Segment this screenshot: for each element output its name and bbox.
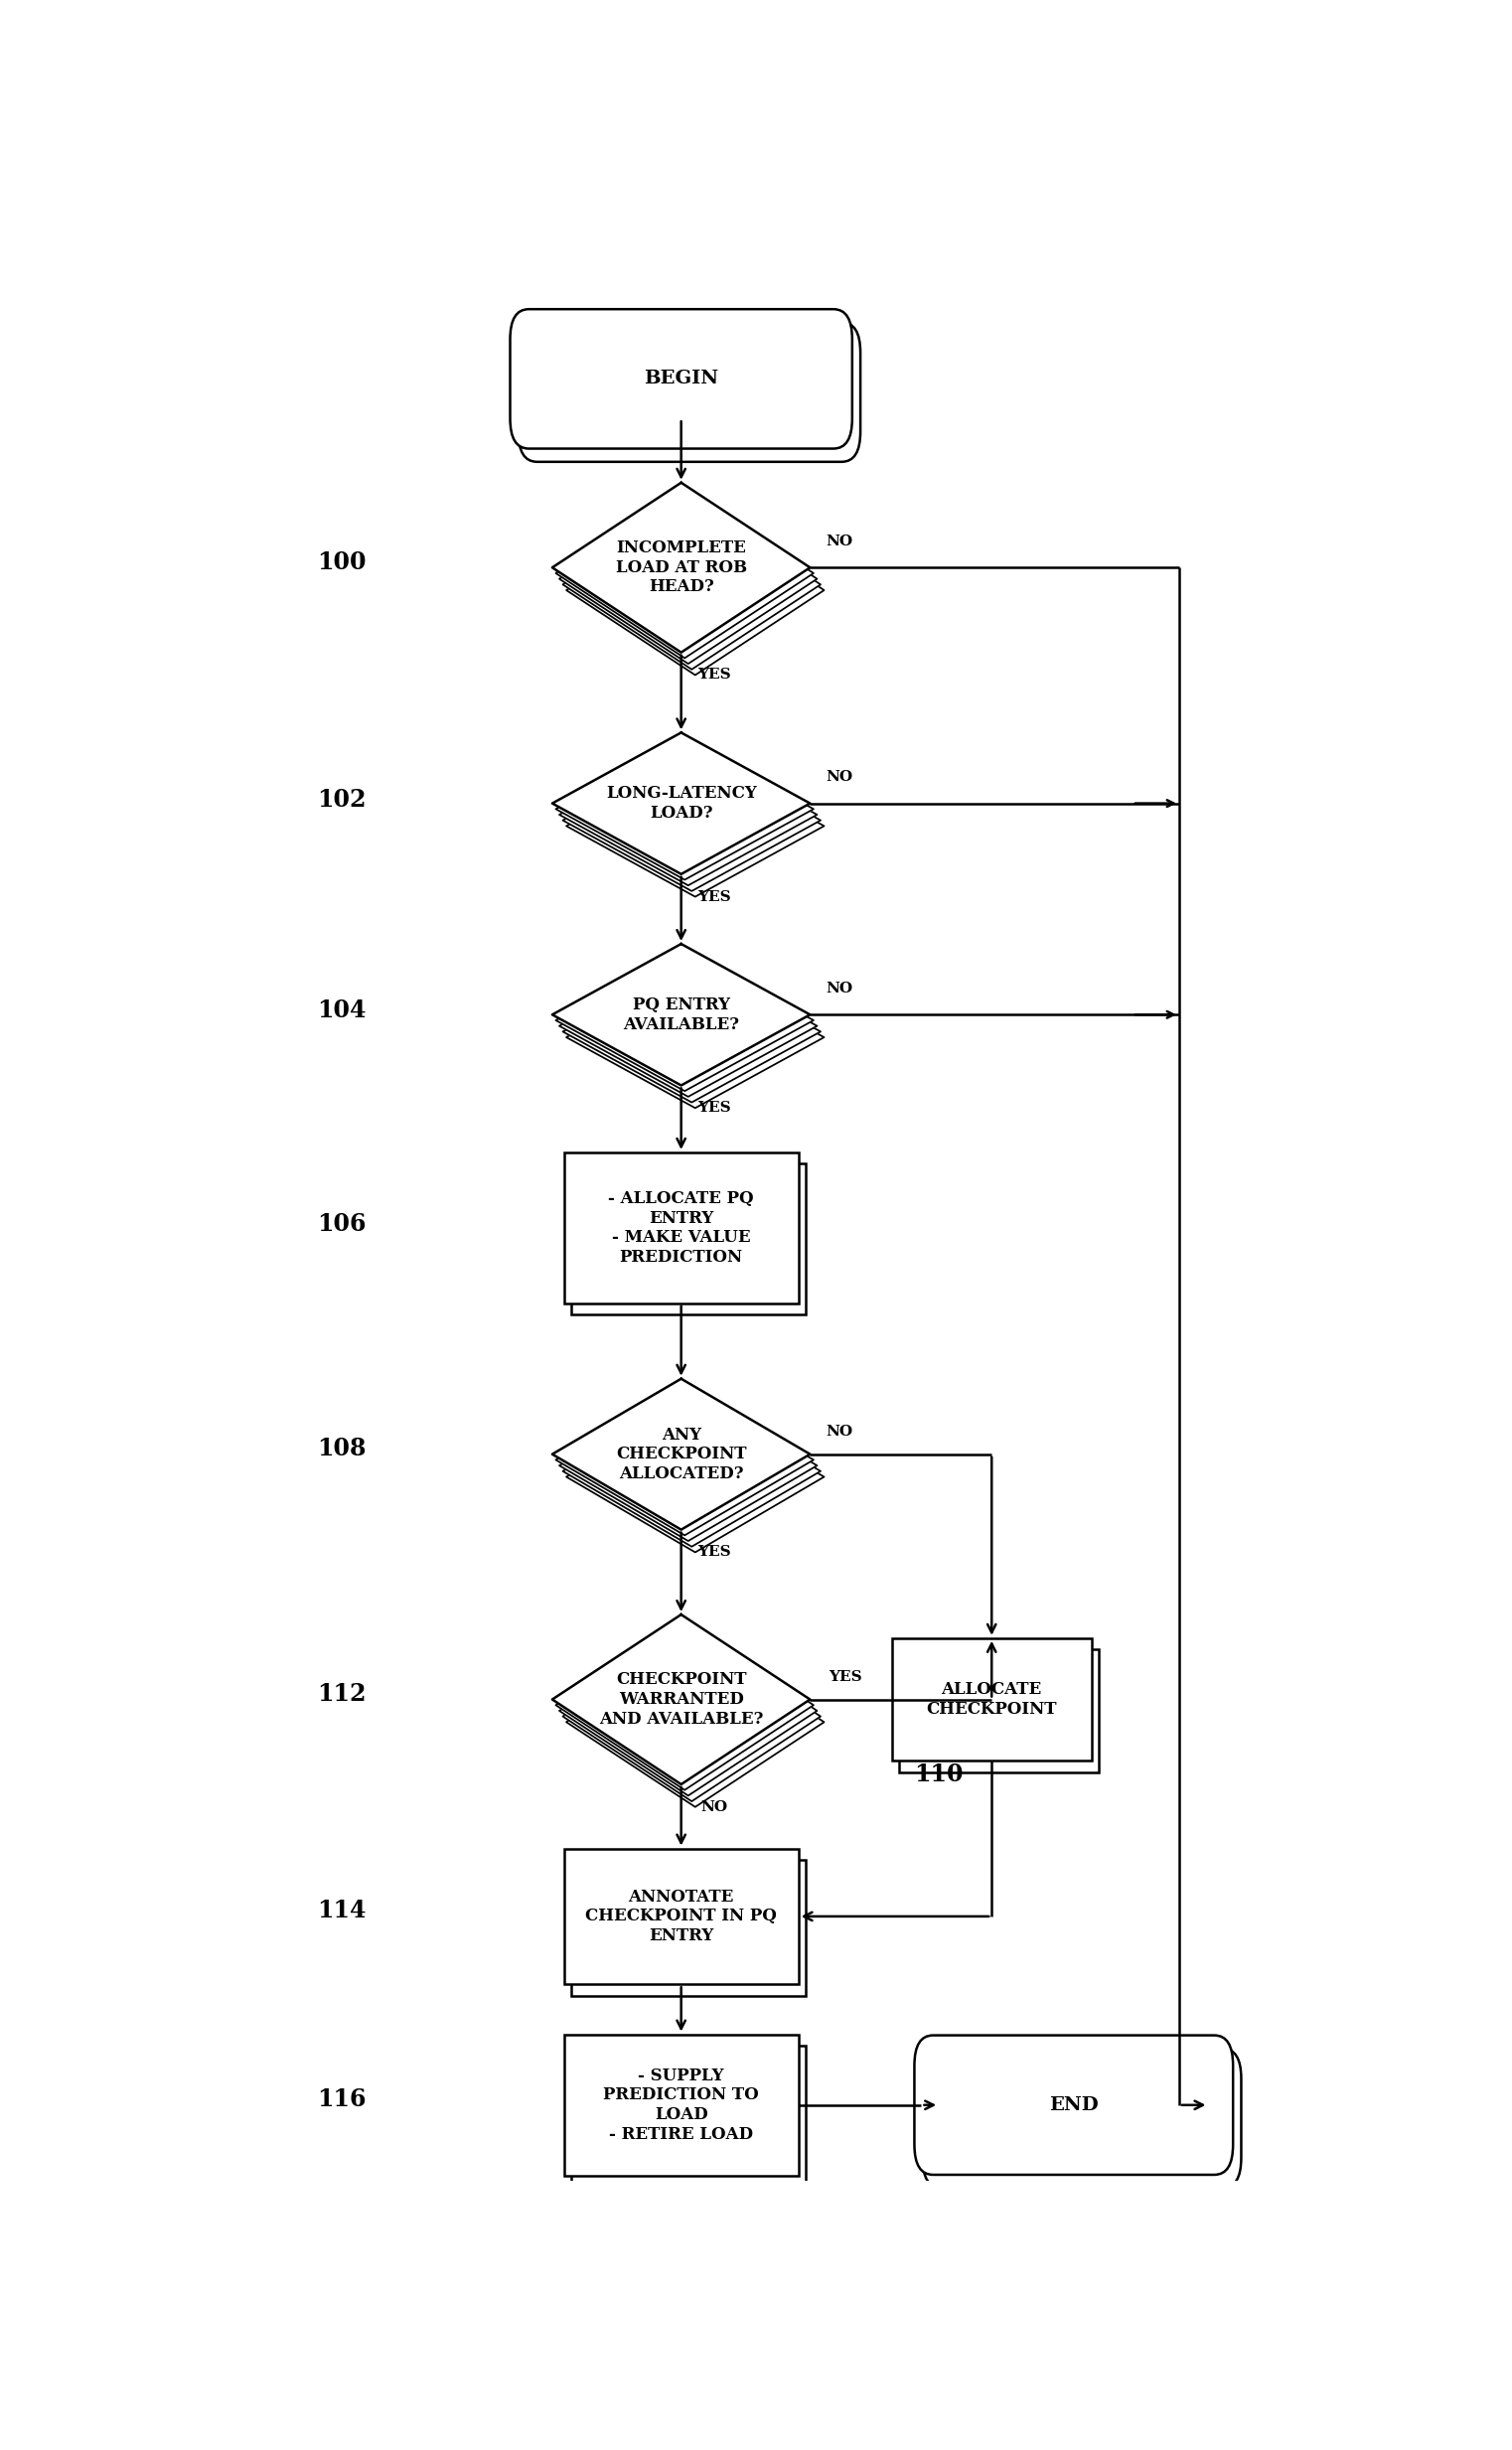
Polygon shape	[552, 943, 810, 1085]
Text: ALLOCATE
CHECKPOINT: ALLOCATE CHECKPOINT	[927, 1681, 1057, 1717]
Polygon shape	[559, 745, 816, 884]
Bar	[564, 1152, 798, 1303]
Text: LONG-LATENCY
LOAD?: LONG-LATENCY LOAD?	[606, 784, 756, 821]
Polygon shape	[567, 755, 824, 897]
Text: 106: 106	[316, 1213, 366, 1235]
Polygon shape	[552, 1615, 810, 1784]
Text: ANNOTATE
CHECKPOINT IN PQ
ENTRY: ANNOTATE CHECKPOINT IN PQ ENTRY	[585, 1889, 777, 1945]
Polygon shape	[552, 1379, 810, 1529]
Text: BEGIN: BEGIN	[644, 370, 718, 387]
Polygon shape	[567, 505, 824, 676]
Bar	[572, 1164, 806, 1316]
Polygon shape	[556, 488, 813, 659]
Bar	[900, 1649, 1098, 1771]
Bar	[572, 2046, 806, 2188]
Text: NO: NO	[826, 534, 853, 549]
Text: 110: 110	[915, 1764, 963, 1786]
Text: YES: YES	[697, 669, 730, 681]
Text: PQ ENTRY
AVAILABLE?: PQ ENTRY AVAILABLE?	[623, 997, 739, 1034]
FancyBboxPatch shape	[510, 309, 853, 448]
Polygon shape	[556, 1619, 813, 1791]
Text: - ALLOCATE PQ
ENTRY
- MAKE VALUE
PREDICTION: - ALLOCATE PQ ENTRY - MAKE VALUE PREDICT…	[608, 1191, 754, 1267]
Text: YES: YES	[829, 1671, 862, 1683]
Text: NO: NO	[826, 1423, 853, 1438]
Text: 112: 112	[316, 1681, 366, 1705]
Text: NO: NO	[700, 1801, 727, 1813]
Polygon shape	[559, 495, 816, 664]
Polygon shape	[567, 968, 824, 1107]
Polygon shape	[562, 1396, 821, 1546]
Text: 100: 100	[316, 549, 366, 573]
Text: ANY
CHECKPOINT
ALLOCATED?: ANY CHECKPOINT ALLOCATED?	[615, 1426, 747, 1482]
Text: YES: YES	[697, 1100, 730, 1115]
Text: NO: NO	[826, 769, 853, 784]
Text: CHECKPOINT
WARRANTED
AND AVAILABLE?: CHECKPOINT WARRANTED AND AVAILABLE?	[599, 1671, 764, 1727]
Text: - SUPPLY
PREDICTION TO
LOAD
- RETIRE LOAD: - SUPPLY PREDICTION TO LOAD - RETIRE LOA…	[603, 2068, 759, 2144]
Bar	[892, 1639, 1092, 1762]
Bar	[564, 2034, 798, 2176]
Text: 102: 102	[316, 786, 366, 811]
Polygon shape	[562, 750, 821, 892]
Text: 108: 108	[316, 1436, 366, 1460]
Bar	[564, 1847, 798, 1985]
FancyBboxPatch shape	[915, 2036, 1232, 2176]
Polygon shape	[556, 737, 813, 880]
Text: 116: 116	[316, 2087, 366, 2112]
Text: 114: 114	[316, 1899, 366, 1923]
Polygon shape	[562, 1632, 821, 1801]
Polygon shape	[552, 483, 810, 652]
Text: NO: NO	[826, 982, 853, 995]
Text: END: END	[1049, 2097, 1098, 2114]
Text: YES: YES	[697, 1546, 730, 1558]
Polygon shape	[559, 1389, 816, 1541]
Bar	[572, 1860, 806, 1997]
Polygon shape	[567, 1401, 824, 1553]
Polygon shape	[562, 960, 821, 1102]
Polygon shape	[556, 951, 813, 1090]
Polygon shape	[552, 733, 810, 875]
Polygon shape	[559, 1627, 816, 1796]
Polygon shape	[562, 500, 821, 669]
Polygon shape	[559, 956, 816, 1098]
Text: INCOMPLETE
LOAD AT ROB
HEAD?: INCOMPLETE LOAD AT ROB HEAD?	[615, 539, 747, 595]
Text: YES: YES	[697, 889, 730, 904]
Polygon shape	[567, 1637, 824, 1808]
Polygon shape	[556, 1384, 813, 1536]
Text: 104: 104	[316, 1000, 366, 1022]
